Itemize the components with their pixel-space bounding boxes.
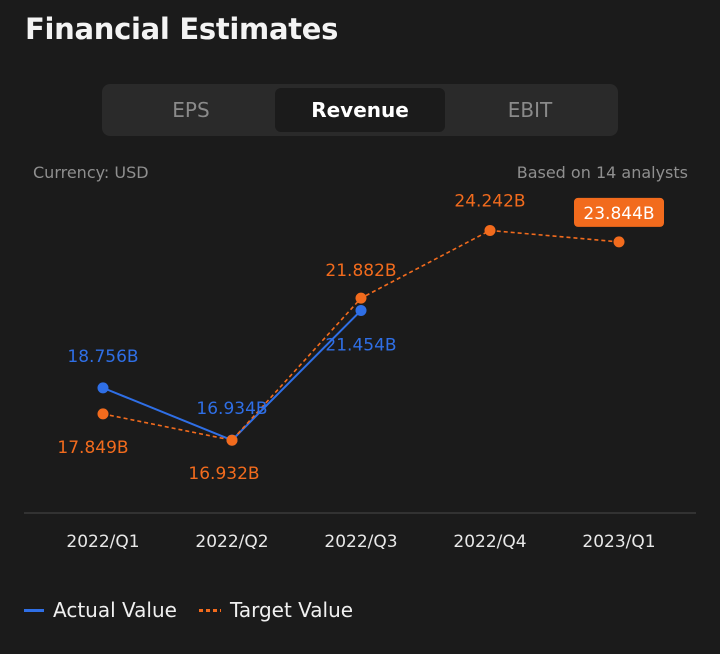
page-title: Financial Estimates xyxy=(25,12,339,46)
actual-data-label: 18.756B xyxy=(67,347,138,367)
x-tick-label: 2022/Q3 xyxy=(324,532,397,552)
target-data-point xyxy=(613,236,625,248)
legend-target-label: Target Value xyxy=(229,598,354,622)
legend-target-swatch xyxy=(198,608,221,612)
legend-actual-label: Actual Value xyxy=(53,598,177,622)
analysts-label: Based on 14 analysts xyxy=(516,163,688,182)
x-tick-label: 2023/Q1 xyxy=(582,532,655,552)
target-data-point xyxy=(97,408,109,420)
actual-data-label: 21.454B xyxy=(325,335,396,355)
target-data-label: 16.932B xyxy=(188,464,259,484)
target-data-label: 21.882B xyxy=(325,261,396,281)
x-tick-label: 2022/Q2 xyxy=(195,532,268,552)
target-data-label: 24.242B xyxy=(454,191,525,211)
target-data-label: 17.849B xyxy=(57,438,128,458)
target-data-label: 23.844B xyxy=(583,204,654,224)
tab-eps[interactable]: EPS xyxy=(172,98,210,122)
legend-actual-swatch xyxy=(24,608,44,612)
tab-ebit[interactable]: EBIT xyxy=(507,98,553,122)
actual-data-label: 16.934B xyxy=(196,399,267,419)
tab-revenue[interactable]: Revenue xyxy=(275,88,445,132)
target-data-point xyxy=(226,434,238,446)
actual-data-point xyxy=(97,382,109,394)
currency-label: Currency: USD xyxy=(33,163,149,182)
target-data-point xyxy=(355,292,367,304)
legend-actual: Actual Value xyxy=(24,598,177,622)
target-data-point xyxy=(484,224,496,236)
chart-legend: Actual Value Target Value xyxy=(24,597,353,623)
actual-data-point xyxy=(355,304,367,316)
actual-series-line xyxy=(102,309,362,442)
x-tick-label: 2022/Q1 xyxy=(66,532,139,552)
x-tick-label: 2022/Q4 xyxy=(453,532,526,552)
metric-tabs: EPS Revenue EBIT xyxy=(102,84,618,136)
legend-target: Target Value xyxy=(198,598,354,622)
revenue-chart: 2022/Q1 2022/Q2 2022/Q3 2022/Q4 2023/Q1 18.75… xyxy=(24,191,696,552)
highlighted-label-bg xyxy=(574,197,664,227)
